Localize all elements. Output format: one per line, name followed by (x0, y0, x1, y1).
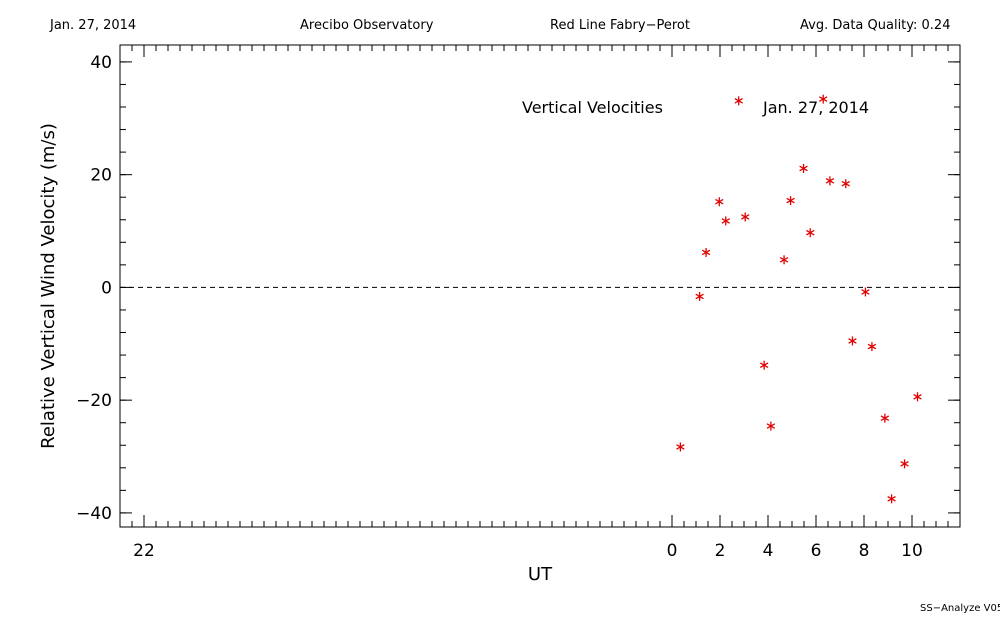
data-point-stroke (806, 229, 815, 236)
x-tick-label: 6 (811, 541, 822, 561)
data-point (806, 228, 815, 238)
data-point (913, 392, 922, 402)
x-tick-label: 10 (901, 541, 923, 561)
minor-ticks (119, 45, 961, 527)
y-tick-label: 0 (101, 278, 112, 298)
chart-annotation-title: Vertical Velocities (522, 98, 663, 117)
data-point-stroke (825, 178, 835, 184)
x-tick-label: 4 (763, 541, 774, 561)
data-point (825, 176, 835, 186)
data-point-stroke (861, 289, 870, 295)
data-point (734, 96, 743, 106)
chart-annotation-date: Jan. 27, 2014 (762, 98, 869, 117)
data-point-stroke (913, 393, 922, 400)
data-point (818, 94, 828, 104)
data-point-stroke (848, 338, 857, 344)
data-point-stroke (695, 293, 704, 300)
data-point (848, 336, 857, 346)
data-point-stroke (841, 180, 850, 187)
y-tick-label: −20 (76, 391, 112, 411)
y-tick-label: 40 (90, 53, 112, 73)
x-tick-labels: 22 0 2 4 6 8 10 (133, 541, 923, 561)
data-point (715, 197, 724, 207)
y-tick-label: −40 (76, 504, 112, 524)
data-points (676, 94, 922, 504)
data-point-stroke (715, 198, 724, 205)
footer-version: SS−Analyze V05 (920, 603, 1000, 614)
data-point (695, 291, 704, 301)
y-tick-label: 20 (90, 166, 112, 186)
data-point-stroke (867, 343, 877, 350)
y-tick-labels: 40 20 0 −20 −40 (76, 53, 112, 524)
data-point-stroke (818, 96, 828, 102)
data-point (676, 442, 685, 452)
data-point-stroke (887, 495, 896, 502)
data-point-stroke (900, 461, 909, 467)
x-axis-title: UT (528, 564, 553, 585)
data-point (759, 360, 769, 370)
data-point (701, 247, 711, 257)
plot-frame (119, 44, 961, 528)
data-point (867, 342, 877, 352)
data-point-stroke (721, 218, 730, 224)
header-date: Jan. 27, 2014 (50, 18, 137, 33)
major-ticks (120, 45, 960, 527)
data-point (786, 196, 795, 206)
y-axis-title: Relative Vertical Wind Velocity (m/s) (38, 123, 59, 449)
data-point (861, 287, 870, 297)
data-point-stroke (799, 165, 808, 172)
x-tick-label: 22 (133, 541, 155, 561)
data-point (740, 212, 750, 222)
data-point-stroke (880, 415, 890, 422)
data-point-stroke (766, 423, 776, 429)
data-point (880, 413, 890, 423)
data-point-stroke (701, 249, 711, 256)
data-point (799, 163, 808, 173)
data-point-stroke (779, 256, 789, 263)
data-point-stroke (759, 362, 769, 369)
data-point-stroke (734, 97, 743, 104)
header-data-quality: Avg. Data Quality: 0.24 (800, 18, 951, 33)
data-point-stroke (786, 197, 795, 204)
header-observatory: Arecibo Observatory (300, 18, 434, 33)
data-point (721, 216, 730, 226)
data-point (779, 255, 789, 265)
header-instrument: Red Line Fabry−Perot (550, 18, 690, 33)
data-point-stroke (740, 214, 750, 220)
x-tick-label: 2 (715, 541, 726, 561)
data-point (766, 421, 776, 431)
x-tick-label: 0 (667, 541, 678, 561)
data-point (900, 459, 909, 469)
data-point (841, 179, 850, 189)
data-point-stroke (676, 444, 685, 450)
x-tick-label: 8 (859, 541, 870, 561)
data-point (887, 494, 896, 504)
